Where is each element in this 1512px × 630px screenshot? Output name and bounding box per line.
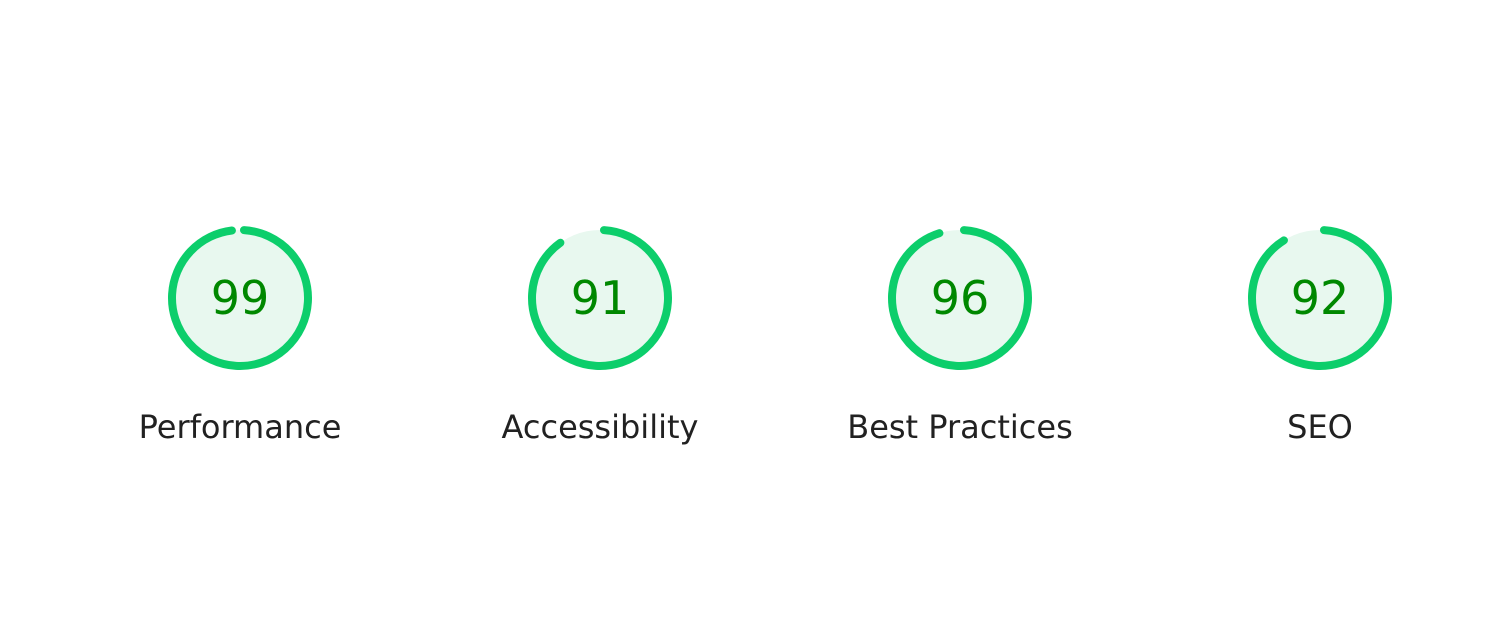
score-ring-icon <box>888 226 1032 370</box>
gauge-label: Accessibility <box>501 408 699 446</box>
gauge-label: SEO <box>1287 408 1353 446</box>
score-value: 96 <box>930 271 990 325</box>
score-ring-icon <box>168 226 312 370</box>
score-ring-icon <box>1248 226 1392 370</box>
score-value: 91 <box>570 271 630 325</box>
gauge-seo[interactable]: 92 SEO <box>1170 222 1470 446</box>
score-value: 92 <box>1290 271 1350 325</box>
gauge-label: Best Practices <box>847 408 1073 446</box>
score-value: 99 <box>210 271 270 325</box>
score-ring-icon <box>528 226 672 370</box>
gauge-label: Performance <box>138 408 342 446</box>
gauge-performance[interactable]: 99 Performance <box>90 222 390 446</box>
gauge-accessibility[interactable]: 91 Accessibility <box>450 222 750 446</box>
gauge-best-practices[interactable]: 96 Best Practices <box>810 222 1110 446</box>
